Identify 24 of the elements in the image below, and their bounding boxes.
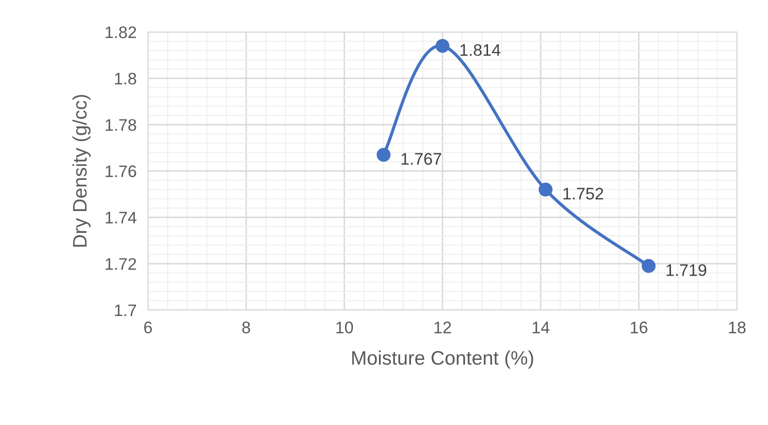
y-tick-label: 1.74 bbox=[106, 212, 136, 224]
data-label: 1.814 bbox=[460, 44, 500, 56]
point bbox=[538, 182, 553, 196]
y-tick-label: 1.78 bbox=[106, 119, 136, 131]
point bbox=[376, 148, 391, 162]
x-tick-label: 14 bbox=[532, 322, 550, 334]
x-tick-label: 16 bbox=[630, 322, 648, 334]
x-tick-label: 10 bbox=[336, 322, 353, 334]
x-tick-label: 18 bbox=[729, 322, 746, 334]
x-axis-title: Moisture Content (%) bbox=[352, 350, 534, 369]
data-label: 1.767 bbox=[402, 153, 442, 165]
point bbox=[642, 259, 656, 273]
x-tick-label: 8 bbox=[242, 322, 250, 334]
point bbox=[436, 38, 450, 53]
x-tick-label: 6 bbox=[144, 322, 152, 334]
x-tick-label: 12 bbox=[434, 322, 451, 334]
y-tick-label: 1.7 bbox=[114, 304, 136, 316]
y-tick-label: 1.72 bbox=[106, 258, 136, 270]
y-tick-label: 1.82 bbox=[106, 26, 136, 38]
data-label: 1.752 bbox=[564, 188, 604, 200]
y-axis-title: Dry Density (g/cc) bbox=[72, 94, 91, 247]
data-label: 1.719 bbox=[666, 264, 706, 276]
y-tick-label: 1.76 bbox=[106, 165, 136, 178]
y-tick-label: 1.8 bbox=[114, 72, 136, 85]
